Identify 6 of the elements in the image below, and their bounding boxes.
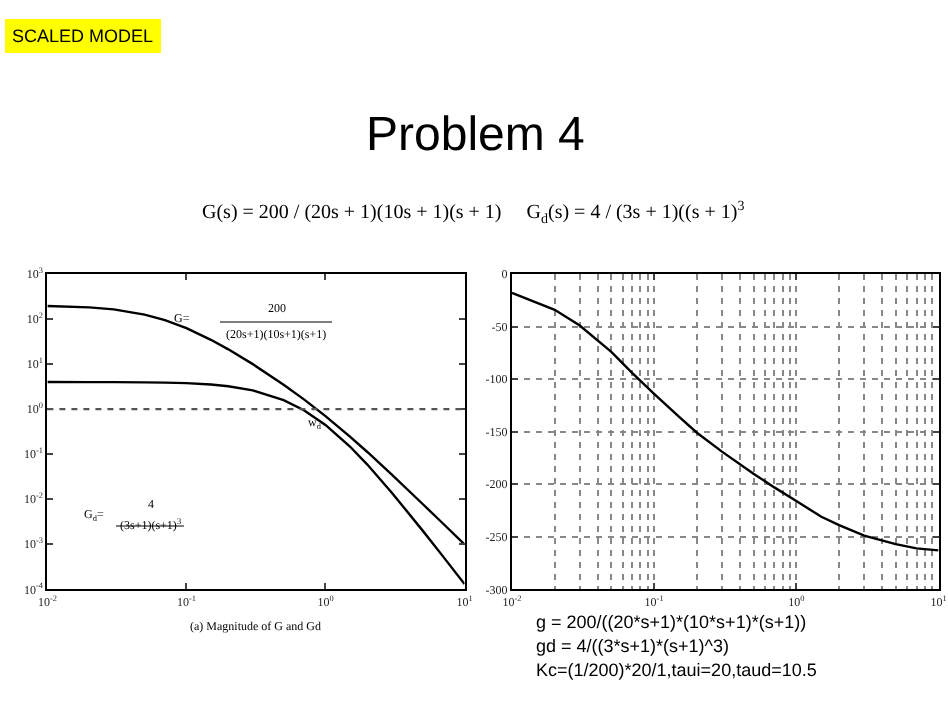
text: G(s) = 200 / (20s + 1)(10s + 1)(s + 1) G$_{d}$(s) = 4 / (3s + 1)((s + 1)$^{3}$ [202,198,746,227]
text: Kc=(1/200)*20/1,taui=20,taud=10.5 [536,660,817,680]
text: gd = 4/((3*s+1)*(s+1)^3) [536,636,730,656]
text: g = 200/((20*s+1)*(10*s+1)*(s+1)) [536,612,807,632]
text: SCALED MODEL [12,26,154,46]
chart-title: Problem 4 [366,108,585,162]
